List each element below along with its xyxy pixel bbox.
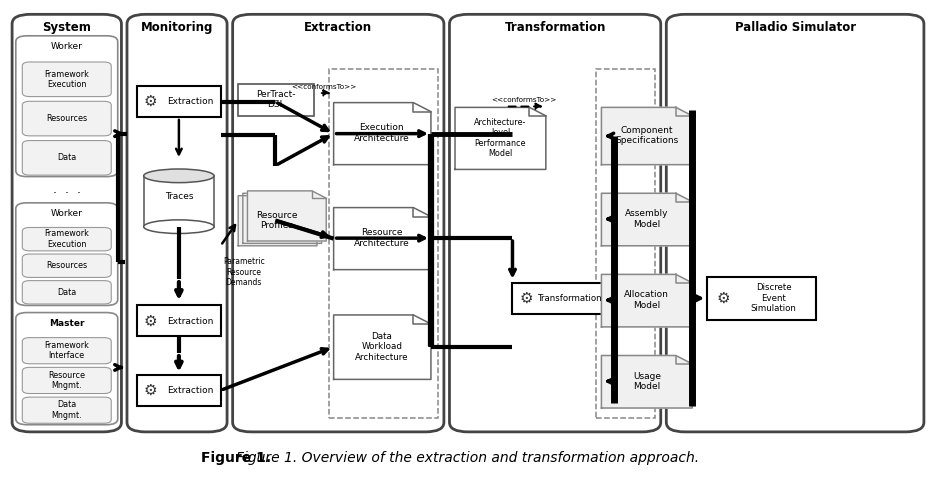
Text: Resource
Profiles: Resource Profiles	[256, 211, 298, 230]
Polygon shape	[602, 274, 693, 327]
Text: System: System	[42, 21, 91, 34]
Text: Resource
Architecture: Resource Architecture	[354, 228, 410, 248]
Text: Worker: Worker	[51, 209, 82, 218]
Text: Architecture-
level
Performance
Model: Architecture- level Performance Model	[475, 118, 527, 158]
Polygon shape	[602, 356, 693, 408]
FancyBboxPatch shape	[22, 281, 111, 304]
Ellipse shape	[144, 220, 214, 233]
Text: ·  ·  ·: · · ·	[52, 187, 80, 200]
Text: Worker: Worker	[51, 42, 82, 51]
FancyBboxPatch shape	[16, 313, 118, 425]
Bar	[707, 277, 816, 320]
Text: Component
Specifications: Component Specifications	[615, 126, 679, 145]
Bar	[138, 86, 221, 117]
Polygon shape	[602, 107, 693, 165]
Text: Usage
Model: Usage Model	[633, 372, 661, 391]
Text: Extraction: Extraction	[167, 317, 213, 326]
Text: ⚙: ⚙	[519, 291, 534, 306]
Polygon shape	[242, 193, 322, 243]
Text: <<conformsTo>>: <<conformsTo>>	[490, 97, 556, 103]
FancyBboxPatch shape	[666, 14, 924, 432]
FancyBboxPatch shape	[16, 203, 118, 306]
Text: ⚙: ⚙	[143, 383, 157, 398]
Text: PerTract-
DSL: PerTract- DSL	[256, 90, 296, 109]
Polygon shape	[238, 196, 317, 246]
FancyBboxPatch shape	[12, 14, 122, 432]
Text: Master: Master	[49, 319, 84, 328]
Text: Framework
Execution: Framework Execution	[44, 229, 89, 249]
Polygon shape	[602, 193, 693, 246]
FancyBboxPatch shape	[22, 397, 111, 423]
Text: Data: Data	[57, 288, 77, 297]
FancyBboxPatch shape	[22, 62, 111, 96]
Polygon shape	[455, 107, 546, 170]
Text: Transformation: Transformation	[537, 294, 602, 303]
Polygon shape	[333, 315, 431, 379]
Text: ⚙: ⚙	[717, 291, 731, 306]
Text: Data
Mngmt.: Data Mngmt.	[51, 401, 82, 420]
Bar	[138, 375, 221, 406]
Text: Allocation
Model: Allocation Model	[624, 291, 669, 310]
Text: ⚙: ⚙	[143, 94, 157, 109]
Text: Parametric
Resource
Demands: Parametric Resource Demands	[223, 257, 265, 287]
Text: Palladio Simulator: Palladio Simulator	[735, 21, 856, 34]
FancyBboxPatch shape	[22, 141, 111, 175]
Polygon shape	[247, 191, 327, 241]
Ellipse shape	[144, 169, 214, 183]
Text: Transformation: Transformation	[505, 21, 606, 34]
Text: Extraction: Extraction	[304, 21, 373, 34]
Text: Resources: Resources	[46, 261, 87, 270]
Bar	[238, 83, 314, 116]
Bar	[596, 69, 655, 417]
Text: Traces: Traces	[165, 192, 193, 201]
FancyBboxPatch shape	[127, 14, 227, 432]
Bar	[513, 282, 614, 313]
Text: Extraction: Extraction	[167, 97, 213, 106]
FancyBboxPatch shape	[16, 36, 118, 176]
Text: Monitoring: Monitoring	[140, 21, 213, 34]
Text: Assembly
Model: Assembly Model	[625, 209, 668, 229]
FancyBboxPatch shape	[22, 367, 111, 393]
Bar	[144, 176, 214, 227]
Text: Discrete
Event
Simulation: Discrete Event Simulation	[751, 283, 797, 313]
Polygon shape	[333, 103, 431, 165]
Text: Extraction: Extraction	[167, 386, 213, 395]
Text: ⚙: ⚙	[143, 314, 157, 329]
FancyBboxPatch shape	[449, 14, 661, 432]
Text: Data
Workload
Architecture: Data Workload Architecture	[355, 332, 409, 362]
FancyBboxPatch shape	[22, 101, 111, 136]
Text: Figure 1. Overview of the extraction and transformation approach.: Figure 1. Overview of the extraction and…	[237, 451, 699, 465]
Text: Data: Data	[57, 153, 77, 162]
FancyBboxPatch shape	[22, 337, 111, 364]
Polygon shape	[333, 208, 431, 269]
Text: <<conformsTo>>: <<conformsTo>>	[291, 84, 356, 90]
FancyBboxPatch shape	[22, 228, 111, 251]
FancyBboxPatch shape	[233, 14, 444, 432]
FancyBboxPatch shape	[22, 254, 111, 278]
Bar	[138, 306, 221, 336]
Text: Framework
Execution: Framework Execution	[44, 69, 89, 89]
Text: Figure 1.: Figure 1.	[200, 451, 271, 465]
Text: Execution
Architecture: Execution Architecture	[354, 123, 410, 143]
Bar	[329, 69, 438, 417]
Text: Resource
Mngmt.: Resource Mngmt.	[49, 371, 85, 390]
Text: Resources: Resources	[46, 114, 87, 123]
Text: Framework
Interface: Framework Interface	[44, 341, 89, 361]
